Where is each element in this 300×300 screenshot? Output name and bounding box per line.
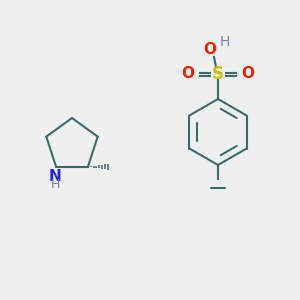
Text: H: H bbox=[50, 178, 60, 191]
Text: S: S bbox=[212, 65, 224, 83]
Text: H: H bbox=[220, 35, 230, 49]
Text: O: O bbox=[242, 67, 254, 82]
Text: N: N bbox=[49, 169, 61, 184]
Text: O: O bbox=[182, 67, 194, 82]
Text: O: O bbox=[203, 43, 217, 58]
